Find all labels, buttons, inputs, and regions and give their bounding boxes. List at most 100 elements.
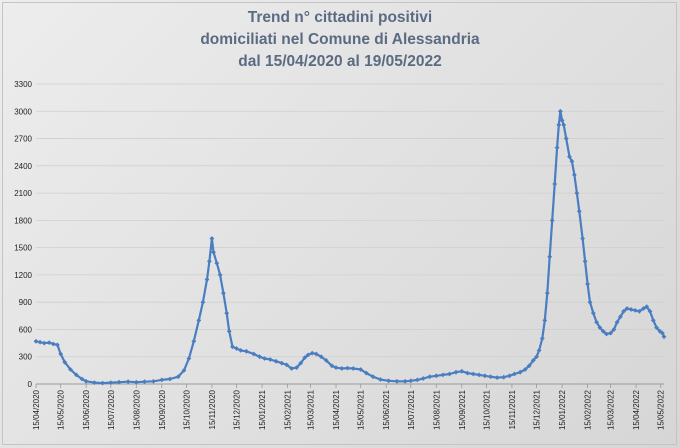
x-tick-label: 15/06/2020 xyxy=(82,389,91,430)
data-point xyxy=(569,158,575,164)
title-line-1: Trend n° cittadini positivi xyxy=(248,9,432,26)
data-point xyxy=(73,372,79,378)
data-point xyxy=(125,379,131,385)
data-point xyxy=(217,272,223,278)
y-tick-label: 2100 xyxy=(14,189,32,198)
data-point xyxy=(624,306,630,311)
x-tick-label: 15/10/2020 xyxy=(182,389,191,430)
data-point xyxy=(556,122,562,128)
data-point xyxy=(186,356,192,361)
data-point xyxy=(494,375,500,380)
data-point xyxy=(465,370,470,376)
x-tick-label: 15/07/2020 xyxy=(107,389,116,430)
data-point xyxy=(420,376,426,381)
data-point xyxy=(636,308,642,314)
data-point xyxy=(238,348,244,353)
data-point xyxy=(661,334,667,340)
chart-title: Trend n° cittadini positivi domiciliati … xyxy=(200,9,480,70)
x-tick-label: 15/03/2022 xyxy=(607,389,616,430)
title-line-3: dal 15/04/2020 al 19/05/2022 xyxy=(238,53,441,70)
data-point xyxy=(284,362,290,368)
data-point xyxy=(309,350,315,356)
data-point xyxy=(221,290,226,296)
y-tick-label: 3300 xyxy=(14,80,32,89)
data-point xyxy=(585,281,590,287)
data-point xyxy=(214,260,220,266)
data-point xyxy=(415,377,420,383)
x-tick-label: 15/01/2022 xyxy=(558,389,567,430)
data-point xyxy=(200,299,206,305)
data-point xyxy=(62,359,68,365)
x-tick-label: 15/12/2020 xyxy=(233,389,242,430)
data-point xyxy=(628,307,634,312)
data-point xyxy=(470,371,476,377)
x-tick-label: 15/04/2020 xyxy=(32,389,41,430)
y-tick-label: 1800 xyxy=(14,216,32,225)
data-point xyxy=(594,319,599,325)
data-point xyxy=(542,318,548,323)
data-point xyxy=(167,376,173,382)
data-point xyxy=(100,380,105,386)
data-point xyxy=(68,367,73,372)
data-point xyxy=(79,376,85,382)
x-tick-label: 15/11/2021 xyxy=(508,389,517,429)
data-point xyxy=(544,290,550,296)
y-tick-label: 3000 xyxy=(14,107,32,116)
y-tick-label: 300 xyxy=(19,353,33,362)
data-point xyxy=(427,374,433,380)
x-tick-label: 15/04/2022 xyxy=(632,389,641,430)
y-axis-ticks: 0 300 600 900 1200 1500 1800 2100 2400 2700 3000 33… xyxy=(14,80,32,389)
y-tick-label: 900 xyxy=(19,298,33,307)
x-tick-label: 15/03/2021 xyxy=(307,389,316,430)
data-point xyxy=(345,365,350,371)
data-point xyxy=(159,377,165,383)
data-point xyxy=(211,249,216,255)
data-point xyxy=(488,374,493,380)
x-tick-label: 15/11/2020 xyxy=(208,389,217,429)
data-point xyxy=(37,339,43,345)
data-point xyxy=(262,356,267,361)
data-point xyxy=(587,299,593,305)
x-tick-label: 15/04/2021 xyxy=(332,389,341,430)
data-point xyxy=(453,369,459,375)
data-point xyxy=(46,340,52,345)
data-point xyxy=(582,258,588,264)
y-tick-label: 2400 xyxy=(14,162,32,171)
y-tick-label: 600 xyxy=(19,325,33,334)
data-point xyxy=(58,351,64,357)
data-point xyxy=(534,354,539,360)
data-point xyxy=(447,371,452,377)
data-point xyxy=(507,373,512,379)
data-point xyxy=(116,379,122,385)
data-point xyxy=(567,154,572,160)
data-point xyxy=(313,351,319,357)
data-point xyxy=(576,208,582,214)
data-point xyxy=(621,308,627,314)
data-point xyxy=(440,372,446,378)
data-point xyxy=(207,258,212,264)
x-tick-label: 15/02/2022 xyxy=(584,389,593,430)
data-point xyxy=(618,314,623,320)
y-tick-label: 1200 xyxy=(14,271,32,280)
data-point xyxy=(50,341,56,347)
data-point xyxy=(539,336,545,341)
y-tick-label: 1500 xyxy=(14,244,32,253)
x-tick-label: 15/09/2020 xyxy=(158,389,167,430)
data-point xyxy=(650,318,656,323)
x-tick-label: 15/02/2021 xyxy=(284,389,293,430)
data-point xyxy=(350,366,356,371)
data-point xyxy=(298,360,304,366)
data-point xyxy=(92,380,97,385)
data-point xyxy=(660,330,665,336)
data-point xyxy=(572,172,577,178)
data-point xyxy=(279,360,285,366)
x-tick-label: 15/01/2021 xyxy=(258,389,267,430)
x-tick-label: 15/05/2020 xyxy=(57,389,66,430)
data-point xyxy=(600,328,606,334)
data-point xyxy=(526,363,532,369)
x-tick-label: 15/05/2021 xyxy=(357,389,366,430)
data-point xyxy=(563,136,569,141)
data-point xyxy=(632,308,638,313)
data-point xyxy=(561,122,567,128)
